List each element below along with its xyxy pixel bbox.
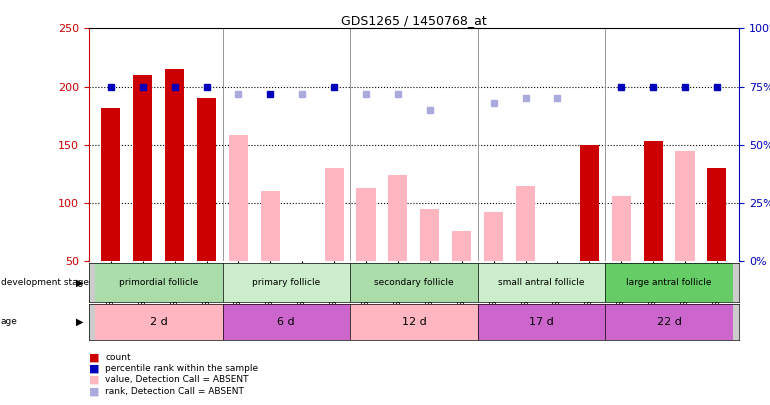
- Text: ■: ■: [89, 352, 99, 362]
- Text: 6 d: 6 d: [277, 317, 295, 327]
- Text: ▶: ▶: [75, 278, 83, 288]
- Text: value, Detection Call = ABSENT: value, Detection Call = ABSENT: [105, 375, 249, 384]
- Bar: [350, 304, 477, 340]
- Bar: [133, 75, 152, 261]
- Bar: [452, 231, 471, 261]
- Bar: [223, 263, 350, 302]
- Text: count: count: [105, 353, 131, 362]
- Bar: [516, 185, 535, 261]
- Bar: [605, 263, 733, 302]
- Text: percentile rank within the sample: percentile rank within the sample: [105, 364, 259, 373]
- Text: ■: ■: [89, 386, 99, 396]
- Text: rank, Detection Call = ABSENT: rank, Detection Call = ABSENT: [105, 387, 244, 396]
- Text: ▶: ▶: [75, 317, 83, 327]
- Bar: [388, 175, 407, 261]
- Bar: [477, 263, 605, 302]
- Bar: [223, 304, 350, 340]
- Bar: [420, 209, 440, 261]
- Text: large antral follicle: large antral follicle: [626, 278, 711, 287]
- Text: secondary follicle: secondary follicle: [374, 278, 454, 287]
- Bar: [675, 151, 695, 261]
- Bar: [350, 263, 477, 302]
- Text: 17 d: 17 d: [529, 317, 554, 327]
- Bar: [95, 263, 223, 302]
- Text: 22 d: 22 d: [657, 317, 681, 327]
- Text: development stage: development stage: [1, 278, 89, 287]
- Title: GDS1265 / 1450768_at: GDS1265 / 1450768_at: [341, 14, 487, 27]
- Bar: [644, 141, 663, 261]
- Text: primordial follicle: primordial follicle: [119, 278, 199, 287]
- Bar: [165, 69, 184, 261]
- Bar: [197, 98, 216, 261]
- Text: 12 d: 12 d: [401, 317, 427, 327]
- Text: small antral follicle: small antral follicle: [498, 278, 584, 287]
- Bar: [708, 168, 726, 261]
- Bar: [605, 304, 733, 340]
- Bar: [611, 196, 631, 261]
- Bar: [95, 304, 223, 340]
- Bar: [325, 168, 343, 261]
- Text: 2 d: 2 d: [150, 317, 168, 327]
- Bar: [261, 192, 280, 261]
- Bar: [477, 304, 605, 340]
- Bar: [357, 188, 376, 261]
- Text: age: age: [1, 318, 18, 326]
- Bar: [102, 108, 120, 261]
- Text: ■: ■: [89, 375, 99, 385]
- Bar: [484, 212, 503, 261]
- Bar: [580, 145, 599, 261]
- Text: primary follicle: primary follicle: [252, 278, 320, 287]
- Text: ■: ■: [89, 364, 99, 373]
- Bar: [229, 135, 248, 261]
